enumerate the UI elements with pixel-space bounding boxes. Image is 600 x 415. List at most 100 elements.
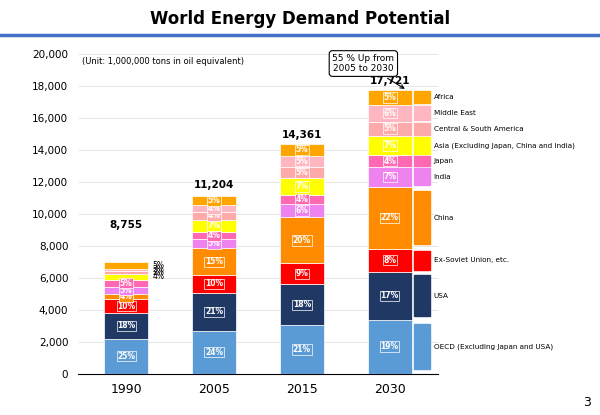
Text: OECD (Excluding Japan and USA): OECD (Excluding Japan and USA)	[434, 343, 553, 350]
Text: 5%: 5%	[416, 95, 428, 100]
Text: 15%: 15%	[205, 257, 223, 266]
Text: 4%: 4%	[208, 231, 221, 240]
Text: 5%: 5%	[296, 168, 308, 177]
Text: 5%: 5%	[120, 279, 133, 288]
Text: 18%: 18%	[117, 322, 136, 330]
Bar	[104, 280, 148, 287]
Bar	[414, 106, 430, 120]
Text: 55 % Up from
2005 to 2030: 55 % Up from 2005 to 2030	[332, 54, 404, 88]
Bar	[104, 339, 148, 374]
Bar	[280, 195, 324, 204]
Text: 11,204: 11,204	[194, 181, 234, 190]
Text: 21%: 21%	[205, 307, 223, 316]
Text: 4%: 4%	[416, 158, 428, 164]
Text: Japan: Japan	[434, 158, 454, 164]
Bar	[280, 284, 324, 325]
Bar	[368, 249, 412, 271]
Text: 19%: 19%	[380, 342, 399, 351]
Text: 6%: 6%	[295, 206, 308, 215]
Bar	[414, 191, 430, 244]
Bar	[192, 248, 236, 275]
Bar	[280, 264, 324, 284]
Bar	[104, 287, 148, 294]
Text: 7%: 7%	[416, 174, 428, 180]
Bar	[414, 324, 430, 369]
Text: 5%: 5%	[208, 239, 220, 248]
Bar	[104, 274, 148, 280]
Text: 7%: 7%	[416, 143, 428, 149]
Text: 8%: 8%	[383, 256, 396, 265]
Text: 2%: 2%	[152, 266, 164, 274]
Text: India: India	[434, 174, 451, 180]
Bar	[104, 271, 148, 274]
Bar	[368, 90, 412, 105]
Bar	[368, 271, 412, 320]
Bar	[414, 168, 430, 185]
Text: Central & South America: Central & South America	[434, 126, 523, 132]
Text: 7%: 7%	[295, 182, 308, 191]
Text: 5%: 5%	[383, 93, 396, 102]
Bar	[368, 187, 412, 249]
Text: 6%: 6%	[416, 110, 428, 116]
Text: 10%: 10%	[205, 279, 223, 288]
Text: World Energy Demand Potential: World Energy Demand Potential	[150, 10, 450, 28]
Bar	[280, 178, 324, 195]
Text: 5%: 5%	[416, 126, 428, 132]
Text: 25%: 25%	[117, 352, 135, 361]
Bar	[104, 313, 148, 339]
Bar	[192, 330, 236, 374]
Text: 17,721: 17,721	[370, 76, 410, 86]
Bar	[280, 144, 324, 156]
Bar	[192, 239, 236, 248]
Text: 3: 3	[583, 396, 591, 409]
Text: 19%: 19%	[414, 344, 431, 349]
Text: 22%: 22%	[380, 213, 399, 222]
Text: 17%: 17%	[414, 293, 431, 299]
Bar	[368, 167, 412, 187]
Text: 7%: 7%	[383, 141, 396, 150]
Bar	[104, 269, 148, 271]
Bar	[280, 167, 324, 178]
Text: 10%: 10%	[117, 302, 136, 311]
Bar	[104, 299, 148, 313]
Bar	[192, 205, 236, 212]
Text: 9%: 9%	[295, 269, 308, 278]
Bar	[280, 156, 324, 167]
Text: 7%: 7%	[383, 172, 396, 181]
Text: 4%: 4%	[208, 204, 221, 213]
Text: 24%: 24%	[205, 347, 223, 356]
Text: 20%: 20%	[293, 236, 311, 245]
Text: 5%: 5%	[120, 286, 133, 295]
Text: 7%: 7%	[208, 221, 221, 230]
Bar	[192, 275, 236, 293]
Text: 8,755: 8,755	[110, 220, 143, 229]
Bar	[192, 232, 236, 239]
Text: 5%: 5%	[208, 196, 220, 205]
Text: 4%: 4%	[152, 273, 164, 281]
Text: 5%: 5%	[296, 157, 308, 166]
Bar	[368, 105, 412, 122]
Bar	[414, 275, 430, 316]
Text: 18%: 18%	[293, 300, 311, 309]
Text: 21%: 21%	[293, 345, 311, 354]
Text: 22%: 22%	[414, 215, 431, 221]
Bar	[368, 320, 412, 374]
Text: USA: USA	[434, 293, 449, 299]
Bar	[192, 196, 236, 205]
Bar	[414, 91, 430, 103]
Bar	[192, 293, 236, 330]
Bar	[104, 294, 148, 299]
Bar	[368, 156, 412, 167]
Text: 4%: 4%	[295, 195, 308, 204]
Text: 4%: 4%	[383, 156, 396, 166]
Text: 14,361: 14,361	[282, 130, 322, 140]
Text: 5%: 5%	[296, 145, 308, 154]
Text: 4%: 4%	[120, 292, 133, 301]
Text: Asia (Excluding Japan, China and India): Asia (Excluding Japan, China and India)	[434, 142, 574, 149]
Text: 5%: 5%	[152, 261, 164, 270]
Bar	[280, 325, 324, 374]
Bar	[414, 137, 430, 154]
Bar	[414, 122, 430, 134]
Bar	[414, 156, 430, 166]
Text: 8%: 8%	[416, 257, 428, 263]
